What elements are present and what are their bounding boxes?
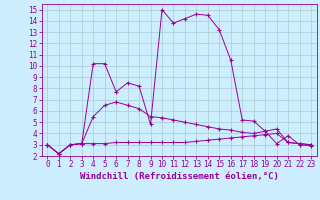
X-axis label: Windchill (Refroidissement éolien,°C): Windchill (Refroidissement éolien,°C) <box>80 172 279 181</box>
